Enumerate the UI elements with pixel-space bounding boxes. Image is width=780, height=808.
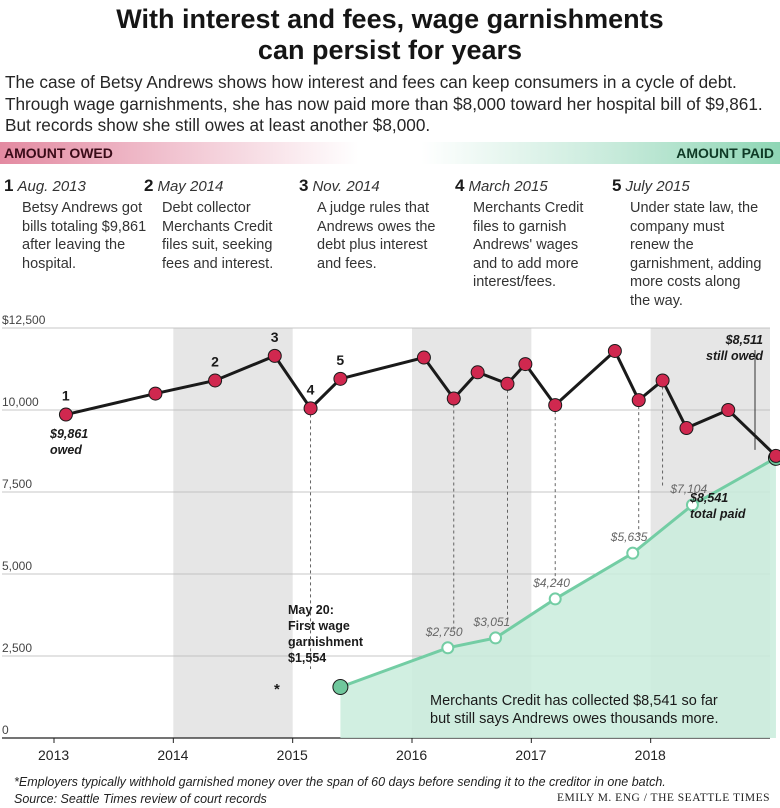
milestone-number: 1 — [62, 388, 70, 404]
owed-point — [148, 386, 163, 401]
milestone-number: 3 — [271, 329, 279, 345]
step-2: 2 May 2014 Debt collector Merchants Credi… — [144, 176, 294, 273]
x-tick-label: 2016 — [396, 747, 427, 763]
paid-point — [332, 679, 349, 696]
y-tick-label: 5,000 — [2, 559, 32, 573]
amount-paid-label: AMOUNT PAID — [676, 145, 774, 161]
total-paid-callout: $8,541 total paid — [690, 490, 746, 522]
step-1: 1 Aug. 2013 Betsy Andrews got bills total… — [4, 176, 154, 273]
owed-point — [548, 398, 563, 413]
owed-point — [500, 376, 515, 391]
first-garnishment-line-3: garnishment — [288, 635, 364, 649]
paid-point — [441, 641, 455, 655]
collected-note-line-2: but still says Andrews owes thousands mo… — [430, 711, 719, 727]
milestone-number: 4 — [307, 381, 315, 397]
y-tick-label: $12,500 — [2, 313, 46, 327]
paid-point-label: $4,240 — [532, 576, 570, 590]
owed-point — [208, 373, 223, 388]
step-number: 4 — [455, 176, 465, 195]
step-description: Under state law, the company must renew … — [630, 200, 762, 309]
x-tick-label: 2017 — [515, 747, 546, 763]
step-number: 3 — [299, 176, 309, 195]
step-description: Merchants Credit files to garnish Andrew… — [473, 200, 584, 290]
chart-title: With interest and fees, wage garnishment… — [0, 4, 780, 66]
step-date: Aug. 2013 — [17, 178, 86, 195]
first-garnishment-callout: May 20: First wage garnishment $1,554 — [288, 602, 363, 666]
owed-point — [679, 421, 694, 436]
y-tick-label: 0 — [2, 723, 9, 737]
owed-point — [518, 357, 533, 372]
owed-point — [446, 391, 461, 406]
start-value: $9,861 — [50, 427, 89, 441]
paid-point — [626, 546, 640, 560]
owed-point — [58, 407, 73, 422]
total-paid-value: $8,541 — [690, 491, 729, 505]
first-garnishment-value: $1,554 — [288, 651, 327, 665]
y-tick-label: 10,000 — [2, 395, 39, 409]
still-owed-label: still owed — [706, 349, 763, 363]
total-paid-label: total paid — [690, 507, 746, 521]
paid-point-label: $7,104 — [669, 482, 707, 496]
step-4: 4 March 2015 Merchants Credit files to ga… — [455, 176, 605, 292]
still-owed-value: $8,511 — [725, 333, 763, 347]
step-number: 2 — [144, 176, 154, 195]
collected-note: Merchants Credit has collected $8,541 so… — [430, 692, 719, 728]
step-description: A judge rules that Andrews owes the debt… — [317, 200, 436, 272]
owed-paid-gradient-bar: AMOUNT OWED AMOUNT PAID — [0, 142, 780, 164]
owed-point — [721, 403, 736, 417]
milestone-number: 5 — [336, 352, 344, 368]
start-label: owed — [50, 443, 82, 457]
step-date: July 2015 — [625, 178, 690, 195]
x-tick-label: 2014 — [157, 747, 188, 763]
still-owed-callout: $8,511 still owed — [706, 332, 763, 364]
x-tick-label: 2018 — [635, 747, 666, 763]
paid-point-label: $2,750 — [425, 625, 463, 639]
owed-point — [333, 371, 348, 386]
y-tick-label: 2,500 — [2, 641, 32, 655]
footnote: *Employers typically withhold garnished … — [14, 775, 666, 789]
title-line-1: With interest and fees, wage garnishment… — [116, 4, 664, 34]
step-number: 5 — [612, 176, 622, 195]
step-description: Betsy Andrews got bills totaling $9,861 … — [22, 200, 147, 272]
paid-point-label: $3,051 — [473, 615, 511, 629]
owed-point — [768, 448, 780, 463]
owed-point — [655, 373, 670, 388]
owed-point — [267, 348, 282, 363]
year-band — [173, 328, 293, 738]
step-3: 3 Nov. 2014 A judge rules that Andrews ow… — [299, 176, 449, 273]
asterisk-mark: * — [274, 681, 280, 698]
y-tick-label: 7,500 — [2, 477, 32, 491]
first-garnishment-line-2: First wage — [288, 619, 350, 633]
milestone-number: 2 — [211, 353, 219, 369]
owed-point — [416, 350, 431, 365]
owed-point — [607, 343, 622, 358]
owed-point — [303, 401, 318, 416]
source-note: Source: Seattle Times review of court re… — [14, 792, 267, 806]
intro-paragraph: The case of Betsy Andrews shows how inte… — [5, 72, 763, 135]
collected-note-line-1: Merchants Credit has collected $8,541 so… — [430, 693, 718, 709]
paid-point — [548, 592, 562, 606]
credit-line: EMILY M. ENG / THE SEATTLE TIMES — [557, 792, 770, 804]
step-date: March 2015 — [468, 178, 548, 195]
paid-point — [489, 631, 503, 645]
step-description: Debt collector Merchants Credit files su… — [162, 200, 274, 272]
first-garnishment-line-1: May 20: — [288, 603, 334, 617]
owed-point — [470, 365, 485, 380]
owed-point — [631, 393, 646, 408]
start-callout: $9,861 owed — [50, 426, 88, 458]
amount-owed-label: AMOUNT OWED — [4, 145, 113, 161]
step-5: 5 July 2015 Under state law, the company … — [612, 176, 762, 310]
x-tick-label: 2013 — [38, 747, 69, 763]
step-date: May 2014 — [157, 178, 224, 195]
x-tick-label: 2015 — [277, 747, 308, 763]
title-line-2: can persist for years — [257, 35, 523, 65]
paid-point — [685, 498, 699, 512]
step-date: Nov. 2014 — [312, 178, 380, 195]
paid-point-label: $5,635 — [610, 530, 648, 544]
step-number: 1 — [4, 176, 14, 195]
debt-chart: 0 2,500 5,000 7,500 10,000 $12,500 2013 2014 201… — [2, 313, 780, 763]
